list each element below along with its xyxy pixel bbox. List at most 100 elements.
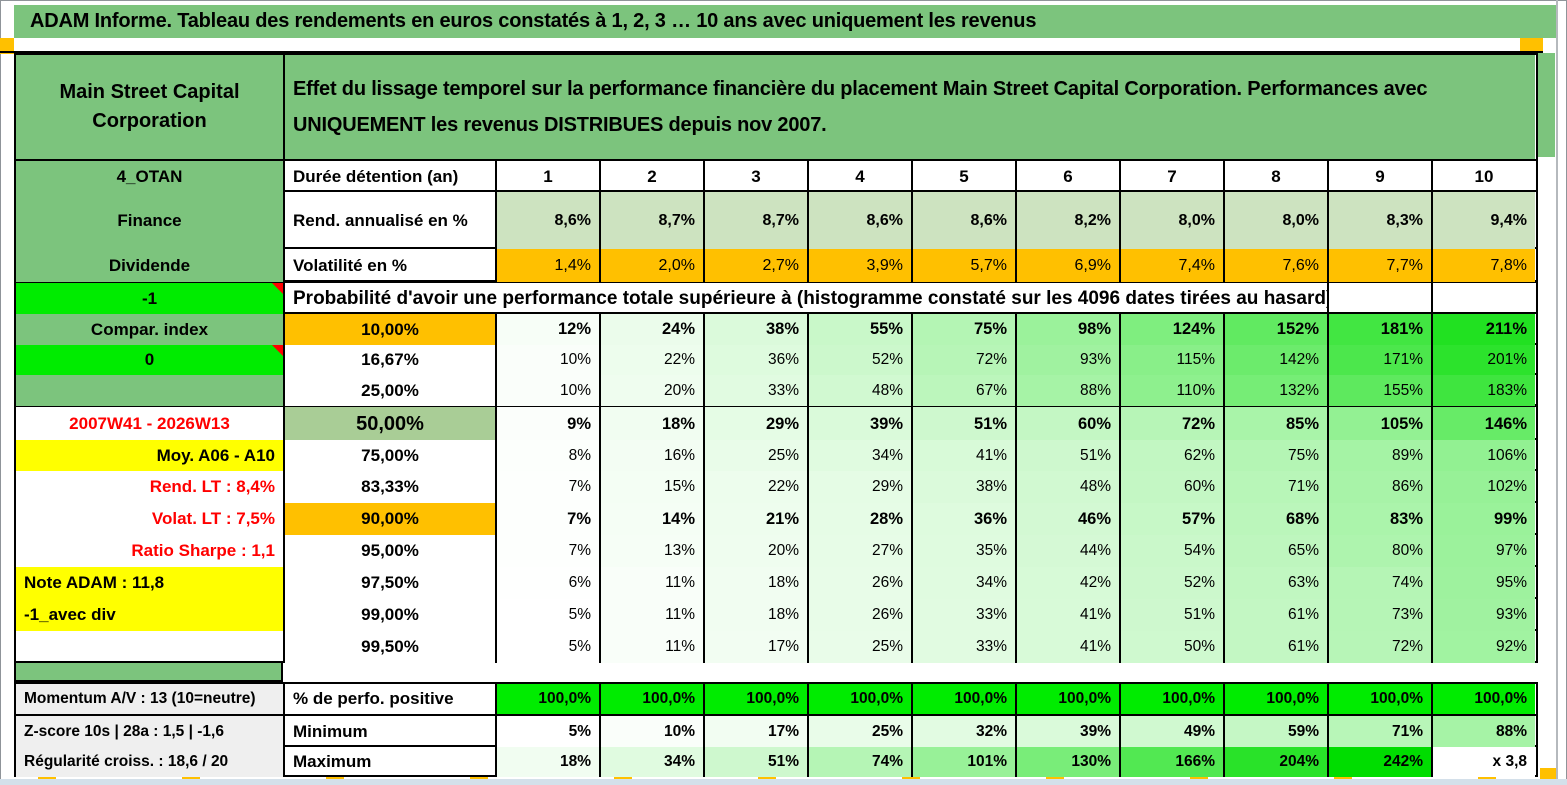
probability-value-cell[interactable]: 5% [495, 631, 599, 663]
probability-value-cell[interactable]: 41% [911, 440, 1015, 471]
summary-value-cell[interactable]: 204% [1223, 747, 1327, 777]
row-label-cell[interactable]: Rend. LT : 8,4% [16, 471, 283, 503]
summary-value-cell[interactable]: 59% [1223, 716, 1327, 747]
probability-value-cell[interactable]: 52% [1119, 567, 1223, 599]
summary-value-cell[interactable]: x 3,8 [1431, 747, 1535, 777]
probability-value-cell[interactable]: 68% [1223, 503, 1327, 535]
spacer-cell[interactable] [14, 661, 283, 682]
probability-value-cell[interactable]: 11% [599, 631, 703, 663]
year-header-cell[interactable]: 6 [1015, 161, 1119, 192]
probability-value-cell[interactable]: 10% [495, 345, 599, 375]
probability-value-cell[interactable]: 75% [1223, 440, 1327, 471]
probability-value-cell[interactable]: 42% [1015, 567, 1119, 599]
probability-value-cell[interactable]: 20% [599, 375, 703, 406]
probability-value-cell[interactable]: 11% [599, 599, 703, 631]
probability-value-cell[interactable]: 51% [911, 407, 1015, 441]
summary-value-cell[interactable]: 130% [1015, 747, 1119, 777]
volatility-value-cell[interactable]: 7,7% [1327, 249, 1431, 282]
probability-value-cell[interactable]: 34% [807, 440, 911, 471]
threshold-cell[interactable]: 83,33% [283, 471, 495, 503]
summary-value-cell[interactable]: 100,0% [1119, 684, 1223, 714]
volatility-value-cell[interactable]: 2,0% [599, 249, 703, 282]
summary-value-cell[interactable]: 25% [807, 716, 911, 747]
probability-value-cell[interactable]: 132% [1223, 375, 1327, 406]
summary-value-cell[interactable]: 166% [1119, 747, 1223, 777]
summary-value-cell[interactable]: 32% [911, 716, 1015, 747]
probability-value-cell[interactable]: 110% [1119, 375, 1223, 406]
probability-value-cell[interactable]: 171% [1327, 345, 1431, 375]
return-value-cell[interactable]: 8,6% [911, 192, 1015, 249]
volatility-value-cell[interactable]: 3,9% [807, 249, 911, 282]
probability-value-cell[interactable]: 155% [1327, 375, 1431, 406]
probability-value-cell[interactable]: 33% [911, 631, 1015, 663]
year-header-cell[interactable]: 4 [807, 161, 911, 192]
probability-value-cell[interactable]: 10% [495, 375, 599, 406]
empty-cell[interactable] [1431, 283, 1535, 315]
probability-value-cell[interactable]: 85% [1223, 407, 1327, 441]
probability-value-cell[interactable]: 25% [703, 440, 807, 471]
probability-value-cell[interactable]: 93% [1015, 345, 1119, 375]
threshold-cell[interactable]: 97,50% [283, 567, 495, 599]
probability-value-cell[interactable]: 38% [703, 314, 807, 345]
probability-value-cell[interactable]: 34% [911, 567, 1015, 599]
probability-value-cell[interactable]: 36% [703, 345, 807, 375]
probability-value-cell[interactable]: 88% [1015, 375, 1119, 406]
probability-value-cell[interactable]: 211% [1431, 314, 1535, 345]
metric-label-cell[interactable]: % de perfo. positive [283, 684, 495, 714]
metric-label-cell[interactable]: Minimum [283, 716, 495, 747]
probability-value-cell[interactable]: 80% [1327, 535, 1431, 567]
summary-value-cell[interactable]: 100,0% [703, 684, 807, 714]
probability-value-cell[interactable]: 89% [1327, 440, 1431, 471]
probability-value-cell[interactable]: 35% [911, 535, 1015, 567]
probability-value-cell[interactable]: 29% [807, 471, 911, 503]
summary-value-cell[interactable]: 34% [599, 747, 703, 777]
row-label-cell[interactable]: Z-score 10s | 28a : 1,5 | -1,6 [16, 716, 283, 747]
summary-value-cell[interactable]: 18% [495, 747, 599, 777]
summary-value-cell[interactable]: 71% [1327, 716, 1431, 747]
metric-label-cell[interactable]: Rend. annualisé en % [283, 192, 495, 249]
probability-value-cell[interactable]: 62% [1119, 440, 1223, 471]
probability-value-cell[interactable]: 18% [703, 599, 807, 631]
probability-value-cell[interactable]: 124% [1119, 314, 1223, 345]
probability-value-cell[interactable]: 18% [599, 407, 703, 441]
probability-value-cell[interactable]: 60% [1119, 471, 1223, 503]
threshold-cell[interactable]: 25,00% [283, 375, 495, 406]
return-value-cell[interactable]: 8,0% [1119, 192, 1223, 249]
year-header-cell[interactable]: 2 [599, 161, 703, 192]
probability-value-cell[interactable]: 24% [599, 314, 703, 345]
probability-value-cell[interactable]: 20% [703, 535, 807, 567]
row-label-cell[interactable]: Ratio Sharpe : 1,1 [16, 535, 283, 567]
probability-value-cell[interactable]: 38% [911, 471, 1015, 503]
corner-title-cell[interactable]: Main Street Capital Corporation [16, 55, 283, 159]
probability-value-cell[interactable]: 98% [1015, 314, 1119, 345]
probability-value-cell[interactable]: 7% [495, 535, 599, 567]
year-header-cell[interactable]: 5 [911, 161, 1015, 192]
threshold-cell[interactable]: 95,00% [283, 535, 495, 567]
row-label-cell[interactable]: Moy. A06 - A10 [16, 440, 283, 471]
year-header-cell[interactable]: 3 [703, 161, 807, 192]
probability-value-cell[interactable]: 26% [807, 599, 911, 631]
probability-value-cell[interactable]: 50% [1119, 631, 1223, 663]
probability-value-cell[interactable]: 52% [807, 345, 911, 375]
probability-value-cell[interactable]: 7% [495, 503, 599, 535]
summary-value-cell[interactable]: 242% [1327, 747, 1431, 777]
probability-value-cell[interactable]: 41% [1015, 631, 1119, 663]
probability-value-cell[interactable]: 60% [1015, 407, 1119, 441]
row-label-cell[interactable]: Dividende [16, 249, 283, 282]
empty-cell[interactable] [1327, 283, 1431, 315]
probability-value-cell[interactable]: 181% [1327, 314, 1431, 345]
probability-value-cell[interactable]: 61% [1223, 599, 1327, 631]
summary-value-cell[interactable]: 100,0% [1327, 684, 1431, 714]
probability-value-cell[interactable]: 97% [1431, 535, 1535, 567]
probability-value-cell[interactable]: 44% [1015, 535, 1119, 567]
probability-value-cell[interactable]: 72% [911, 345, 1015, 375]
volatility-value-cell[interactable]: 2,7% [703, 249, 807, 282]
metric-label-cell[interactable]: Maximum [283, 747, 495, 777]
probability-value-cell[interactable]: 5% [495, 599, 599, 631]
year-header-cell[interactable]: 7 [1119, 161, 1223, 192]
probability-value-cell[interactable]: 15% [599, 471, 703, 503]
return-value-cell[interactable]: 8,3% [1327, 192, 1431, 249]
row-label-cell[interactable] [16, 631, 283, 663]
row-label-cell[interactable]: Note ADAM : 11,8 [16, 567, 283, 599]
probability-value-cell[interactable]: 26% [807, 567, 911, 599]
